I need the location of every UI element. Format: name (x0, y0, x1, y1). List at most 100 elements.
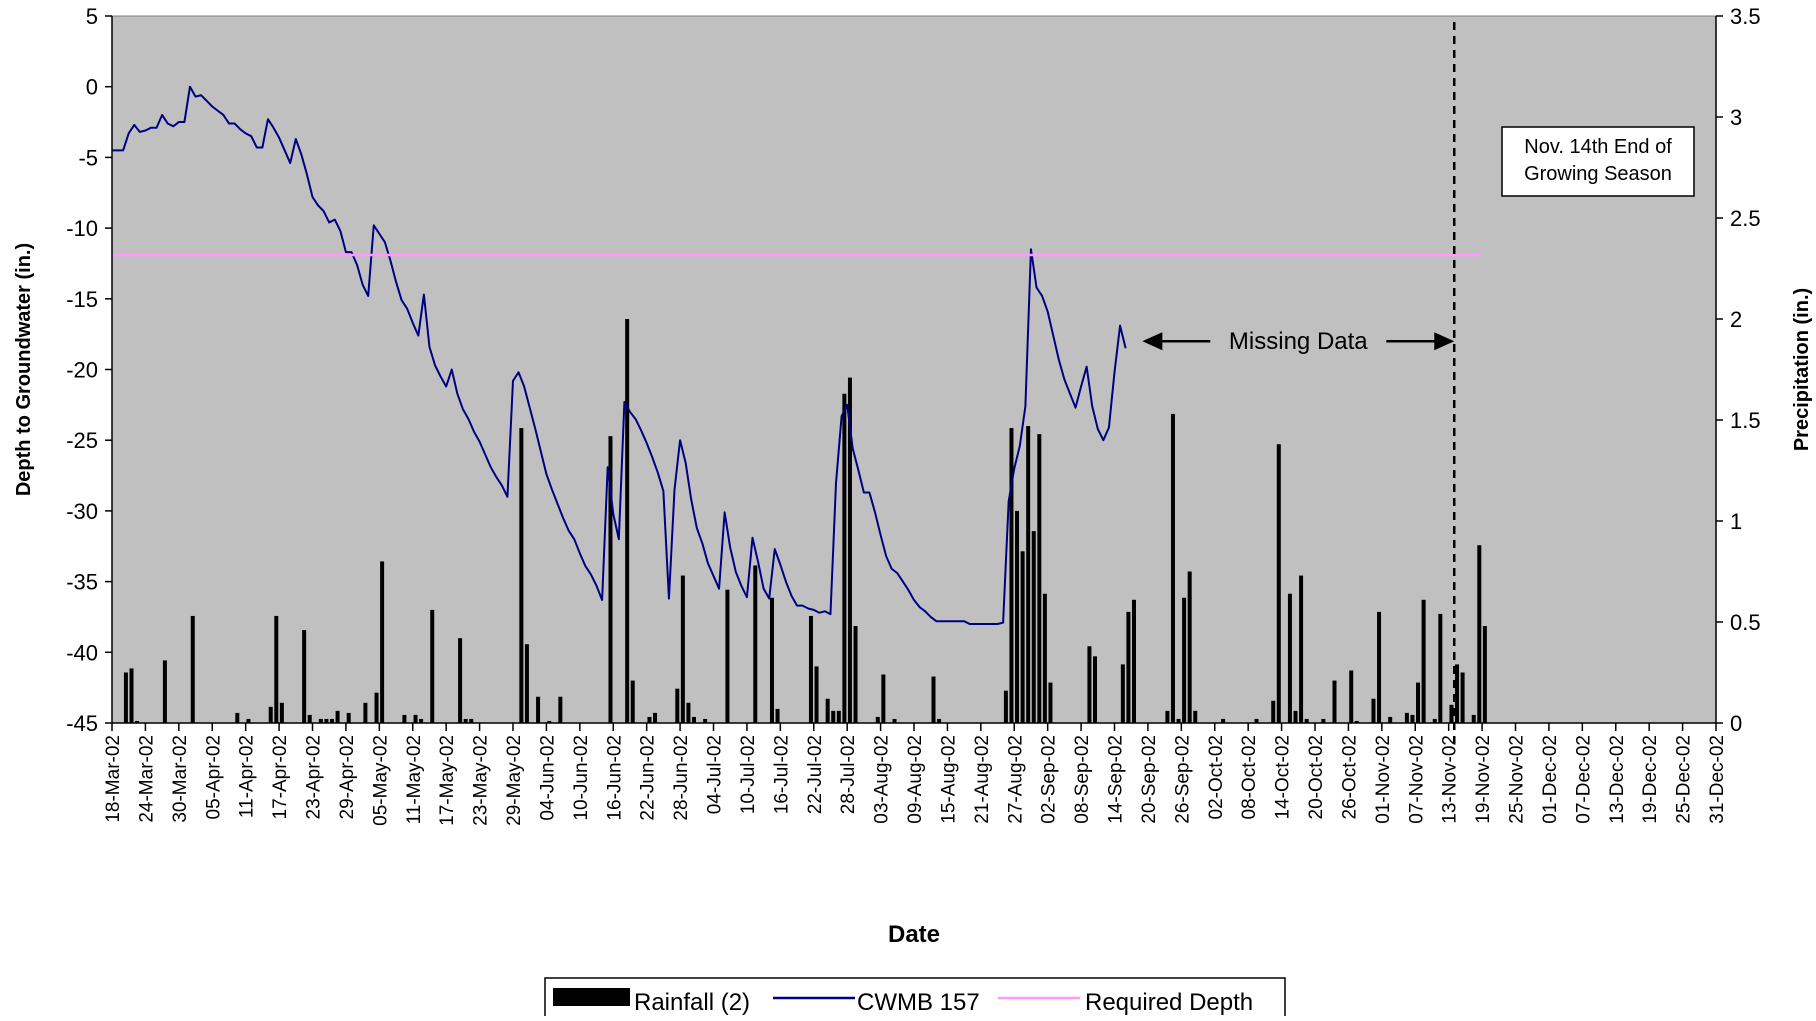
rainfall-bar (1287, 593, 1292, 723)
rainfall-bar (346, 712, 351, 723)
rainfall-bar (1003, 690, 1008, 723)
rainfall-bar (825, 698, 830, 723)
plot-area (111, 15, 1717, 724)
cwmb-157-line (112, 85, 1127, 626)
rainfall-bars (123, 319, 1487, 723)
legend: Rainfall (2) CWMB 157 Required Depth (544, 977, 1286, 1021)
rainfall-bar (1048, 682, 1053, 723)
rainfall-bar (653, 712, 658, 723)
rainfall-bar (675, 688, 680, 723)
rainfall-bar (847, 377, 852, 723)
rainfall-bar (1421, 599, 1426, 723)
rainfall-bar (1276, 444, 1281, 723)
rainfall-bar (1187, 571, 1192, 723)
rainfall-bar (853, 626, 858, 723)
x-tick-label: 20-Sep-02 (1139, 735, 1160, 824)
rainfall-bar (831, 710, 836, 723)
x-tick-label: 13-Nov-02 (1440, 735, 1461, 824)
rainfall-bar (836, 710, 841, 723)
rainfall-bar (769, 597, 774, 723)
rainfall-bar (1009, 428, 1014, 723)
x-tick-label: 16-Jul-02 (771, 735, 792, 814)
rainfall-bar (274, 615, 279, 723)
rainfall-bar (625, 319, 630, 723)
x-tick-label: 11-Apr-02 (237, 735, 258, 818)
x-tick-label: 16-Jun-02 (604, 735, 625, 821)
x-tick-label: 09-Aug-02 (905, 735, 926, 824)
y-right-tick-label: 2.5 (1730, 206, 1761, 231)
rainfall-bar (1388, 716, 1393, 723)
x-tick-label: 23-Apr-02 (304, 735, 325, 820)
rainfall-bar (302, 630, 307, 723)
y-right-tick-label: 3.5 (1730, 4, 1761, 29)
rainfall-bar (1404, 712, 1409, 723)
rainfall-bar (1020, 551, 1025, 723)
rainfall-bar (1271, 700, 1276, 723)
rainfall-bar (135, 720, 140, 723)
legend-label-cwmb: CWMB 157 (857, 989, 980, 1016)
y-left-tick-label: -20 (66, 358, 98, 383)
axes: 5 0 -5 -10 -15 -20 -25 -30 -35 -40 -45 3.5 3 2.5 2 1.5 1… (66, 4, 1760, 826)
rainfall-bar (307, 714, 312, 723)
x-axis-label: Date (888, 921, 940, 948)
rainfall-bar (1432, 718, 1437, 723)
x-tick-label: 25-Nov-02 (1507, 735, 1528, 824)
rainfall-bar (1482, 626, 1487, 723)
x-tick-label: 17-Apr-02 (270, 735, 291, 820)
x-tick-label: 30-Mar-02 (170, 735, 191, 823)
y-left-tick-label: -45 (66, 711, 98, 736)
rainfall-bar (1349, 670, 1354, 723)
x-tick-label: 08-Sep-02 (1072, 735, 1093, 824)
rainfall-bar (1321, 718, 1326, 723)
legend-swatch-rainfall (553, 988, 630, 1006)
rainfall-bar (246, 718, 251, 723)
x-tick-label: 10-Jun-02 (571, 735, 592, 821)
rainfall-bar (279, 702, 284, 723)
x-tick-label: 14-Sep-02 (1106, 735, 1127, 824)
rainfall-bar (547, 720, 552, 723)
rainfall-bar (1254, 718, 1259, 723)
x-tick-label: 22-Jul-02 (805, 735, 826, 814)
rainfall-bar (692, 716, 697, 723)
x-tick-label: 19-Nov-02 (1473, 735, 1494, 824)
rainfall-bar (129, 668, 134, 723)
rainfall-bar (1087, 646, 1092, 723)
rainfall-bar (329, 718, 334, 723)
x-tick-label: 08-Oct-02 (1239, 735, 1260, 819)
x-tick-label: 17-May-02 (437, 735, 458, 826)
x-tick-label: 28-Jun-02 (671, 735, 692, 821)
rainfall-bar (892, 718, 897, 723)
legend-label-rainfall: Rainfall (2) (634, 989, 750, 1016)
y-left-tick-label: -40 (66, 640, 98, 665)
x-tick-label: 28-Jul-02 (838, 735, 859, 814)
rainfall-bar (1449, 704, 1454, 723)
rainfall-bar (190, 615, 195, 723)
rainfall-bar (881, 674, 886, 723)
rainfall-bar (753, 565, 758, 723)
missing-data-arrowhead-right (1434, 332, 1455, 351)
y-left-tick-label: -35 (66, 570, 98, 595)
x-tick-label: 21-Aug-02 (972, 735, 993, 824)
x-tick-label: 01-Nov-02 (1373, 735, 1394, 824)
y-right-tick-label: 0.5 (1730, 610, 1761, 635)
x-tick-label: 26-Oct-02 (1339, 735, 1360, 819)
x-tick-label: 04-Jun-02 (537, 735, 558, 821)
rainfall-bar (1410, 714, 1415, 723)
season-end-box (1501, 126, 1695, 197)
rainfall-bar (519, 428, 524, 723)
rainfall-bar (335, 710, 340, 723)
x-tick-label: 26-Sep-02 (1172, 735, 1193, 824)
rainfall-bar (1304, 718, 1309, 723)
rainfall-bar (775, 708, 780, 723)
rainfall-bar (324, 718, 329, 723)
rainfall-bar (374, 692, 379, 723)
x-tick-label: 04-Jul-02 (705, 735, 726, 814)
rainfall-bar (1455, 664, 1460, 723)
rainfall-bar (1037, 434, 1042, 723)
rainfall-bar (1460, 672, 1465, 723)
rainfall-bar (1126, 611, 1131, 723)
x-tick-label: 25-Dec-02 (1674, 735, 1695, 824)
rainfall-bar (419, 718, 424, 723)
rainfall-bar (1182, 597, 1187, 723)
